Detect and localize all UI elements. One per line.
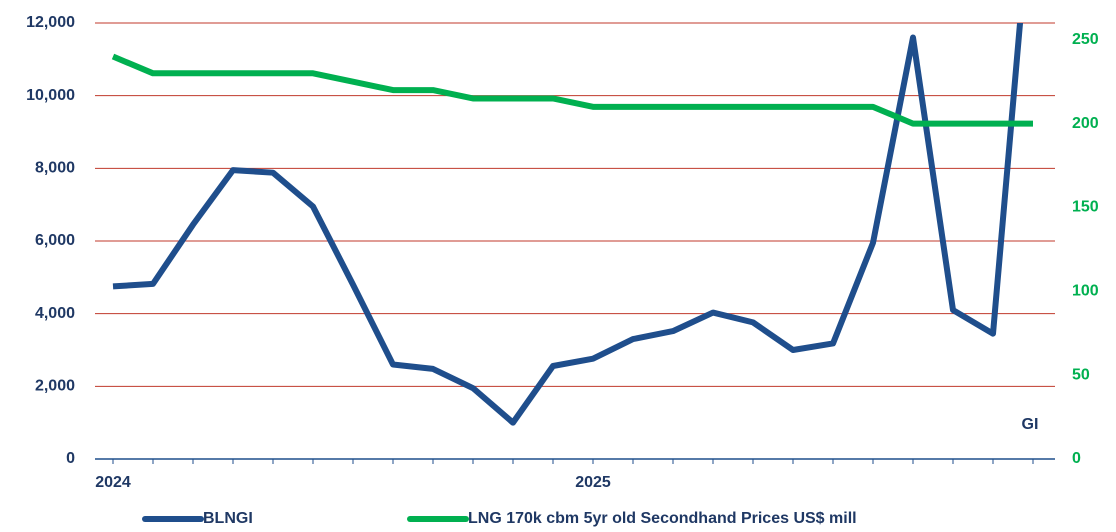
y-tick-label: 10,000	[26, 87, 75, 104]
y2-tick-label: 50	[1072, 366, 1090, 383]
x-tick-label: 2025	[575, 474, 611, 491]
legend-label: BLNGI	[203, 510, 253, 527]
annotation: GI	[1022, 416, 1039, 433]
y-tick-label: 0	[66, 450, 75, 467]
y-tick-label: 12,000	[26, 14, 75, 31]
y2-tick-label: 200	[1072, 115, 1099, 132]
y2-tick-label: 150	[1072, 199, 1099, 216]
y-tick-label: 4,000	[35, 305, 75, 322]
y2-tick-label: 100	[1072, 283, 1099, 300]
series-line	[111, 53, 1033, 127]
y2-tick-label: 250	[1072, 31, 1099, 48]
series-line	[112, 23, 1024, 426]
y2-tick-label: 0	[1072, 450, 1081, 467]
legend-label: LNG 170k cbm 5yr old Secondhand Prices U…	[468, 510, 857, 527]
plot	[111, 23, 1033, 426]
x-tick-label: 2024	[95, 474, 131, 491]
y-tick-label: 8,000	[35, 160, 75, 177]
y-tick-label: 2,000	[35, 378, 75, 395]
y-tick-label: 6,000	[35, 232, 75, 249]
